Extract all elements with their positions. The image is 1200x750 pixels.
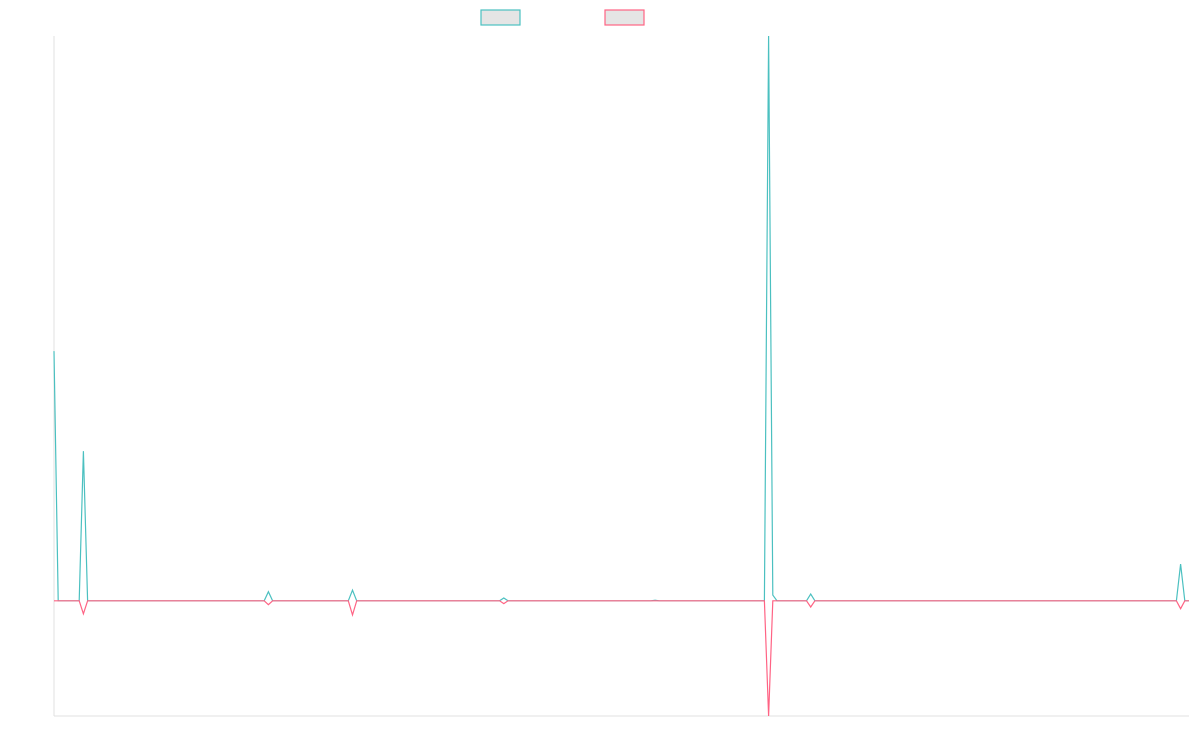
legend (480, 9, 645, 26)
series-line-1 (53, 35, 1189, 602)
series-line-2 (54, 600, 1189, 717)
legend-swatch-2[interactable] (604, 9, 645, 26)
legend-swatch-1[interactable] (480, 9, 521, 26)
